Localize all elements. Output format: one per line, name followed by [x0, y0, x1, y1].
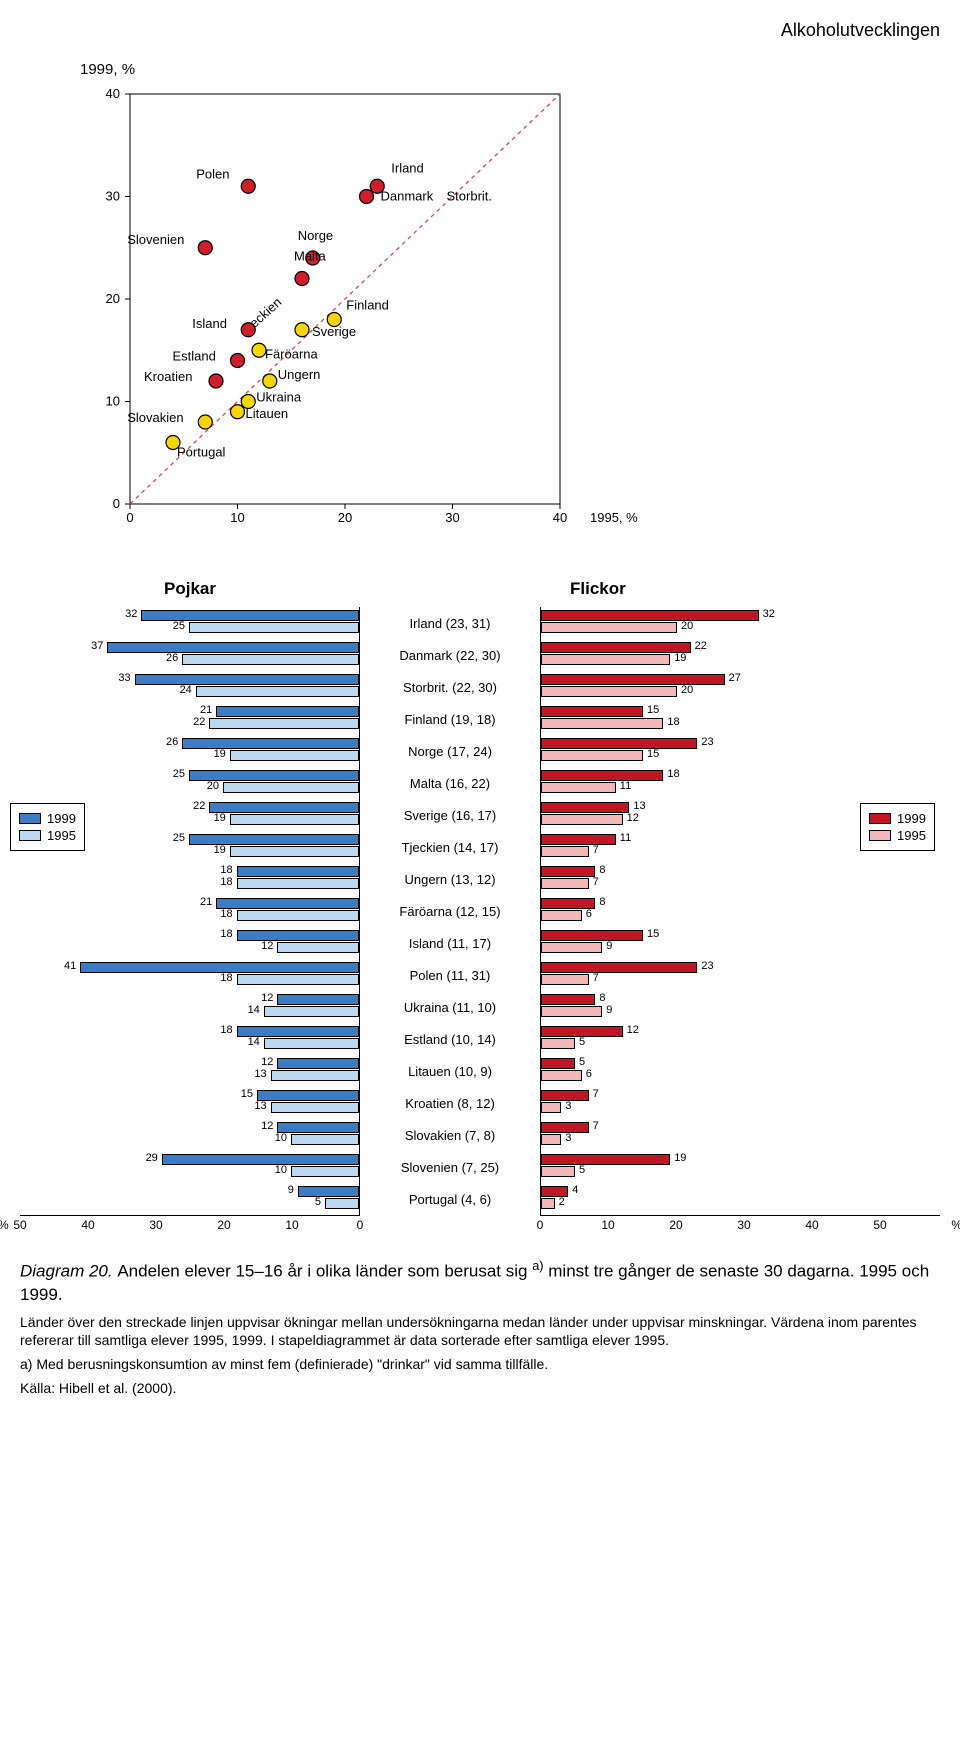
- svg-text:Storbrit.: Storbrit.: [447, 189, 493, 204]
- svg-text:Norge: Norge: [298, 228, 333, 243]
- caption-sup: a): [532, 1258, 543, 1273]
- row-label: Polen (11, 31): [360, 959, 540, 991]
- row-label: Kroatien (8, 12): [360, 1087, 540, 1119]
- figure-caption: Diagram 20. Andelen elever 15–16 år i ol…: [20, 1257, 940, 1397]
- svg-text:40: 40: [106, 86, 120, 101]
- bar-row: 1812Island (11, 17)159: [20, 927, 940, 959]
- row-label: Portugal (4, 6): [360, 1183, 540, 1215]
- bar-row: 95Portugal (4, 6)42: [20, 1183, 940, 1215]
- svg-text:20: 20: [106, 291, 120, 306]
- svg-text:Danmark: Danmark: [381, 189, 434, 204]
- svg-text:Malta: Malta: [294, 249, 327, 264]
- girls-header: Flickor: [540, 579, 940, 599]
- bar-rows-container: 3225Irland (23, 31)32203726Danmark (22, …: [20, 607, 940, 1215]
- row-label: Norge (17, 24): [360, 735, 540, 767]
- row-label: Slovakien (7, 8): [360, 1119, 540, 1151]
- bar-row: 1213Litauen (10, 9)56: [20, 1055, 940, 1087]
- row-label: Storbrit. (22, 30): [360, 671, 540, 703]
- svg-text:20: 20: [338, 510, 352, 525]
- caption-body-3: Källa: Hibell et al. (2000).: [20, 1379, 940, 1397]
- svg-text:Sverige: Sverige: [312, 324, 356, 339]
- bar-row: 2519Tjeckien (14, 17)117: [20, 831, 940, 863]
- svg-text:30: 30: [106, 189, 120, 204]
- svg-text:Slovakien: Slovakien: [127, 410, 183, 425]
- row-label: Färöarna (12, 15): [360, 895, 540, 927]
- bar-row: 2619Norge (17, 24)2315: [20, 735, 940, 767]
- svg-text:0: 0: [113, 496, 120, 511]
- scatter-y-title: 1999, %: [80, 61, 940, 78]
- svg-text:Ungern: Ungern: [278, 367, 321, 382]
- bar-row: 2118Färöarna (12, 15)86: [20, 895, 940, 927]
- bar-row: 1814Estland (10, 14)125: [20, 1023, 940, 1055]
- row-label: Sverige (16, 17): [360, 799, 540, 831]
- caption-body-1: Länder över den streckade linjen uppvisa…: [20, 1313, 940, 1349]
- row-label: Irland (23, 31): [360, 607, 540, 639]
- bar-row: 2219Sverige (16, 17)1312: [20, 799, 940, 831]
- row-label: Litauen (10, 9): [360, 1055, 540, 1087]
- row-label: Finland (19, 18): [360, 703, 540, 735]
- bar-row: 3225Irland (23, 31)3220: [20, 607, 940, 639]
- svg-text:Färöarna: Färöarna: [265, 346, 319, 361]
- svg-text:Estland: Estland: [173, 349, 216, 364]
- svg-text:40: 40: [553, 510, 567, 525]
- pct-label-right: %: [951, 1218, 960, 1232]
- svg-text:10: 10: [230, 510, 244, 525]
- pct-label-left: %: [0, 1218, 9, 1232]
- svg-text:Polen: Polen: [196, 166, 229, 181]
- row-label: Malta (16, 22): [360, 767, 540, 799]
- svg-text:Island: Island: [192, 316, 227, 331]
- svg-text:10: 10: [106, 394, 120, 409]
- svg-text:Finland: Finland: [346, 298, 389, 313]
- bar-row: 2910Slovenien (7, 25)195: [20, 1151, 940, 1183]
- bar-row: 2520Malta (16, 22)1811: [20, 767, 940, 799]
- svg-text:1995, %: 1995, %: [590, 510, 638, 525]
- row-label: Slovenien (7, 25): [360, 1151, 540, 1183]
- row-label: Island (11, 17): [360, 927, 540, 959]
- svg-text:0: 0: [126, 510, 133, 525]
- boys-legend: 19991995: [10, 803, 85, 851]
- svg-text:Ukraina: Ukraina: [256, 390, 302, 405]
- row-label: Estland (10, 14): [360, 1023, 540, 1055]
- scatter-chart: 1999, % 0010102020303040401995, %Tjeckie…: [80, 61, 940, 549]
- svg-text:Portugal: Portugal: [177, 445, 226, 460]
- scatter-svg: 0010102020303040401995, %TjeckienPolenIr…: [80, 84, 640, 544]
- bar-row: 1818Ungern (13, 12)87: [20, 863, 940, 895]
- girls-legend: 19991995: [860, 803, 935, 851]
- svg-text:Slovenien: Slovenien: [127, 232, 184, 247]
- svg-text:Litauen: Litauen: [246, 406, 289, 421]
- boys-axis: % 01020304050: [20, 1215, 360, 1237]
- svg-text:30: 30: [445, 510, 459, 525]
- bar-row: 1513Kroatien (8, 12)73: [20, 1087, 940, 1119]
- bar-row: 4118Polen (11, 31)237: [20, 959, 940, 991]
- bar-charts: Pojkar Flickor 3225Irland (23, 31)322037…: [20, 579, 940, 1237]
- caption-body-2: a) Med berusningskonsumtion av minst fem…: [20, 1355, 940, 1373]
- bar-row: 1214Ukraina (11, 10)89: [20, 991, 940, 1023]
- caption-rest: Andelen elever 15–16 år i olika länder s…: [117, 1262, 532, 1281]
- row-label: Tjeckien (14, 17): [360, 831, 540, 863]
- bar-row: 2122Finland (19, 18)1518: [20, 703, 940, 735]
- girls-axis: % 01020304050: [540, 1215, 940, 1237]
- caption-lead: Diagram 20.: [20, 1262, 113, 1281]
- svg-text:Kroatien: Kroatien: [144, 369, 192, 384]
- svg-text:Irland: Irland: [391, 160, 424, 175]
- row-label: Ungern (13, 12): [360, 863, 540, 895]
- bar-row: 3324Storbrit. (22, 30)2720: [20, 671, 940, 703]
- page-header: Alkoholutvecklingen: [20, 20, 940, 41]
- row-label: Danmark (22, 30): [360, 639, 540, 671]
- bar-row: 3726Danmark (22, 30)2219: [20, 639, 940, 671]
- bar-row: 1210Slovakien (7, 8)73: [20, 1119, 940, 1151]
- boys-header: Pojkar: [20, 579, 360, 599]
- row-label: Ukraina (11, 10): [360, 991, 540, 1023]
